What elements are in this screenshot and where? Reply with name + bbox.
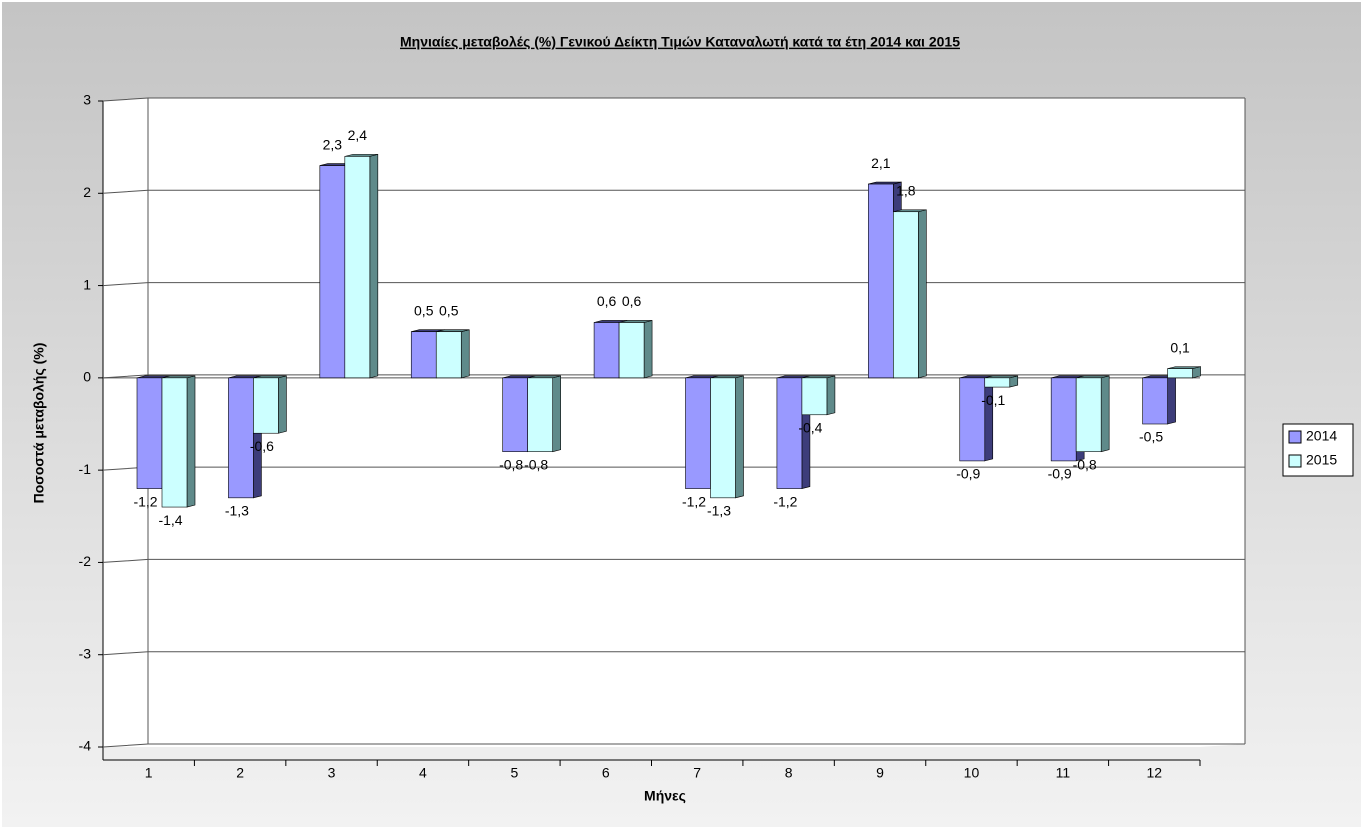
bar <box>801 377 828 416</box>
bar <box>1167 368 1193 379</box>
y-tick-label: 0 <box>83 369 91 385</box>
bar <box>593 322 620 379</box>
value-label: -0,9 <box>1048 466 1072 482</box>
x-tick-label: 5 <box>510 765 518 781</box>
x-tick-label: 8 <box>785 765 793 781</box>
bar-side <box>1100 375 1110 453</box>
value-label: 2,1 <box>871 155 891 171</box>
value-label: -0,6 <box>250 438 274 454</box>
value-label: 2,4 <box>348 127 368 143</box>
value-label: -1,2 <box>682 493 706 509</box>
x-tick-label: 7 <box>693 765 701 781</box>
x-tick-label: 2 <box>236 765 244 781</box>
bar-side <box>735 375 744 499</box>
x-tick-label: 12 <box>1147 765 1163 781</box>
bar-side <box>460 329 470 379</box>
y-tick-label: 3 <box>83 92 91 108</box>
bar <box>527 377 553 452</box>
x-axis-label: Μήνες <box>644 788 686 804</box>
value-label: 0,1 <box>1170 339 1190 355</box>
y-axis-label: Ποσοστά μεταβολής (%) <box>31 343 47 504</box>
value-label: 0,6 <box>622 293 642 309</box>
bar <box>502 377 528 452</box>
value-label: 0,5 <box>439 302 459 318</box>
legend-swatch <box>1288 430 1302 444</box>
bar-side <box>186 375 196 508</box>
value-label: 0,5 <box>414 302 434 318</box>
value-label: -1,2 <box>773 493 797 509</box>
bar <box>685 377 711 489</box>
y-tick-label: -2 <box>79 553 92 569</box>
value-label: -0,4 <box>798 419 822 435</box>
value-label: -1,3 <box>225 503 249 519</box>
bar <box>710 377 736 499</box>
bar <box>959 377 986 462</box>
bar <box>435 331 462 379</box>
bar <box>868 183 894 379</box>
bar-side <box>984 375 994 462</box>
grid-line <box>102 558 1245 563</box>
bar <box>618 322 645 379</box>
value-label: 1,8 <box>896 182 916 198</box>
x-tick-label: 4 <box>419 765 427 781</box>
bar <box>344 156 371 379</box>
legend-label: 2015 <box>1306 452 1337 468</box>
bar <box>228 377 254 499</box>
x-tick-label: 9 <box>876 765 884 781</box>
plot-area <box>103 98 1245 747</box>
bar-side <box>826 375 836 416</box>
x-tick-label: 6 <box>602 765 610 781</box>
y-tick-label: 2 <box>83 184 91 200</box>
value-label: -0,8 <box>1073 456 1097 472</box>
grid-line <box>102 97 1245 102</box>
y-tick-label: 1 <box>83 276 91 292</box>
bar-side <box>369 153 379 379</box>
value-label: -0,5 <box>1139 429 1163 445</box>
grid-line <box>102 651 1245 656</box>
value-label: -0,9 <box>956 466 980 482</box>
x-tick-label: 3 <box>328 765 336 781</box>
bar-side <box>643 320 653 379</box>
value-label: 0,6 <box>597 293 617 309</box>
bar <box>161 377 188 508</box>
value-label: -0,1 <box>981 392 1005 408</box>
y-tick-label: -1 <box>79 461 92 477</box>
bar-side <box>552 375 561 453</box>
x-tick-label: 1 <box>145 765 153 781</box>
value-label: -1,2 <box>133 493 157 509</box>
y-tick-label: -3 <box>79 645 92 661</box>
y-tick-label: -4 <box>79 738 92 754</box>
value-label: -1,4 <box>158 512 182 528</box>
x-tick-label: 11 <box>1056 765 1071 781</box>
bar <box>319 165 346 379</box>
grid-line <box>102 743 1245 748</box>
bar <box>136 377 163 489</box>
bar-side <box>1167 375 1176 425</box>
bar-side <box>918 209 927 379</box>
bar <box>410 331 437 379</box>
bar <box>253 377 279 434</box>
bar <box>1050 377 1077 462</box>
legend-swatch <box>1288 454 1302 468</box>
bar <box>776 377 803 489</box>
legend-label: 2014 <box>1306 428 1337 444</box>
value-label: -1,3 <box>707 503 731 519</box>
value-label: -0,8 <box>499 456 523 472</box>
value-label: 2,3 <box>323 136 343 152</box>
bar <box>893 211 919 379</box>
bar <box>984 377 1011 388</box>
bar-side <box>278 375 287 434</box>
chart-title: Μηνιαίες μεταβολές (%) Γενικού Δείκτη Τι… <box>400 34 960 50</box>
value-label: -0,8 <box>524 456 548 472</box>
bar <box>1142 377 1168 425</box>
x-tick-label: 10 <box>964 765 980 781</box>
bar <box>1075 377 1102 452</box>
